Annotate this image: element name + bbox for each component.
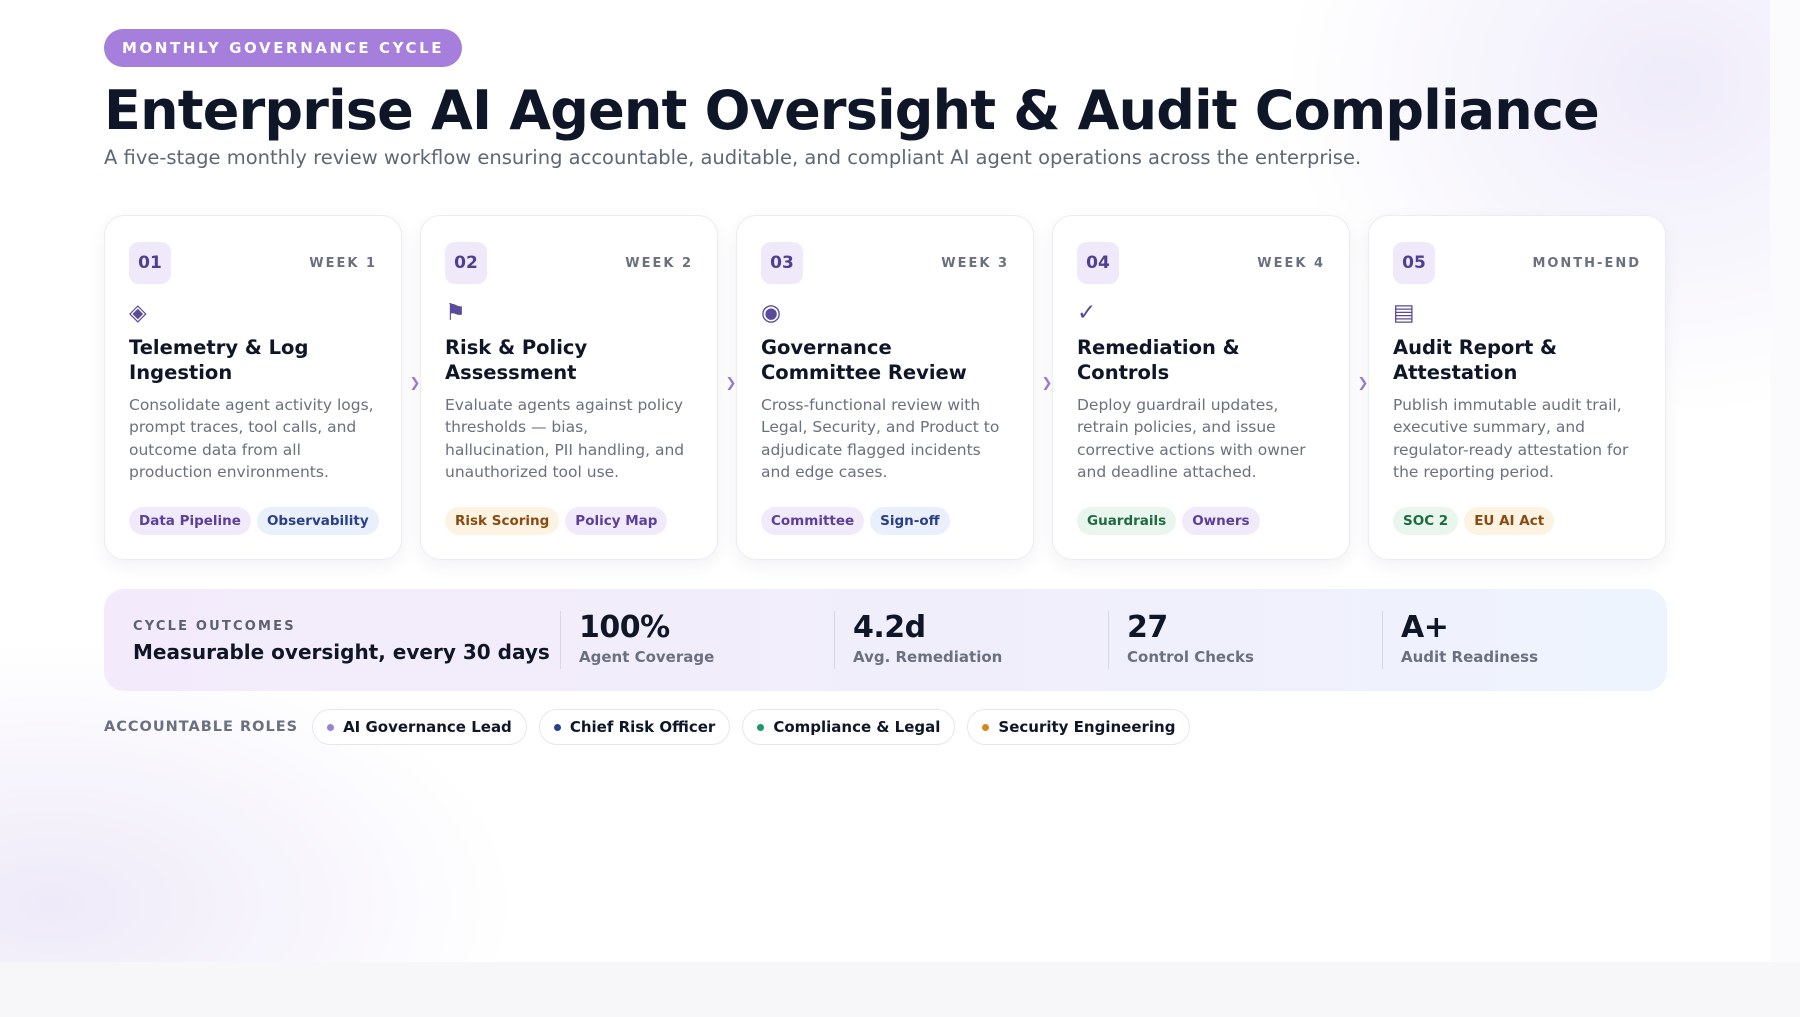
- stage-number: 01: [129, 242, 171, 284]
- diamond-icon: ◈: [129, 300, 147, 326]
- tag: Sign-off: [870, 507, 950, 535]
- stage-description: Consolidate agent activity logs, prompt …: [129, 395, 374, 482]
- stage-number: 02: [445, 242, 487, 284]
- target-icon: ◉: [761, 300, 782, 326]
- metric-value: 100%: [579, 610, 670, 645]
- page: MONTHLY GOVERNANCE CYCLE Enterprise AI A…: [104, 29, 1667, 745]
- stage-card-5: 05 MONTH-END ▤ Audit Report & Attestatio…: [1368, 215, 1666, 560]
- tag: Policy Map: [565, 507, 668, 535]
- role-dot-icon: [327, 723, 335, 731]
- stage-title: Remediation & Controls: [1077, 336, 1240, 384]
- stage-card-2: 02 WEEK 2 ⚑ Risk & Policy Assessment Eva…: [420, 215, 718, 560]
- metric-avg-remediation: 4.2d Avg. Remediation: [834, 610, 1003, 669]
- stage-description: Evaluate agents against policy threshold…: [445, 395, 685, 482]
- tag: Observability: [256, 507, 379, 535]
- stage-card-3: 03 WEEK 3 ◉ Governance Committee Review …: [736, 215, 1034, 560]
- tag: SOC 2: [1393, 507, 1459, 535]
- stage-period: WEEK 2: [625, 255, 693, 271]
- stage-number: 05: [1393, 242, 1435, 284]
- metric-label: Audit Readiness: [1401, 647, 1538, 666]
- role-dot-icon: [757, 723, 765, 731]
- role-dot-icon: [982, 723, 990, 731]
- tag: Guardrails: [1077, 507, 1177, 535]
- cycle-outcomes-panel: CYCLE OUTCOMES Measurable oversight, eve…: [104, 589, 1667, 691]
- flag-icon: ⚑: [445, 300, 466, 326]
- document-icon: ▤: [1393, 300, 1415, 326]
- cycle-badge: MONTHLY GOVERNANCE CYCLE: [104, 29, 463, 67]
- checkmark-icon: ✓: [1077, 300, 1097, 326]
- stage-flow: 01 WEEK 1 ◈ Telemetry & Log Ingestion Co…: [104, 215, 1667, 560]
- page-subtitle: A five-stage monthly review workflow ens…: [104, 146, 1362, 170]
- stage-period: WEEK 4: [1257, 255, 1325, 271]
- role-chip: Compliance & Legal: [742, 709, 956, 745]
- metric-agent-coverage: 100% Agent Coverage: [560, 610, 715, 669]
- stage-number: 03: [761, 242, 803, 284]
- stage-number: 04: [1077, 242, 1119, 284]
- stage-tags: SOC 2 EU AI Act: [1393, 507, 1555, 535]
- metric-control-checks: 27 Control Checks: [1108, 610, 1254, 669]
- outcomes-title: Measurable oversight, every 30 days: [133, 640, 550, 664]
- metric-label: Avg. Remediation: [853, 647, 1003, 666]
- metric-label: Control Checks: [1127, 647, 1254, 666]
- role-name: AI Governance Lead: [343, 718, 512, 736]
- tag: Data Pipeline: [129, 507, 251, 535]
- stage-description: Publish immutable audit trail, executive…: [1393, 395, 1629, 482]
- chevron-right-icon: ❯: [725, 376, 737, 391]
- stage-tags: Committee Sign-off: [761, 507, 950, 535]
- outcomes-eyebrow: CYCLE OUTCOMES: [133, 619, 296, 634]
- stage-tags: Data Pipeline Observability: [129, 507, 379, 535]
- stage-card-1: 01 WEEK 1 ◈ Telemetry & Log Ingestion Co…: [104, 215, 402, 560]
- metric-value: A+: [1401, 610, 1449, 645]
- roles-label: ACCOUNTABLE ROLES: [104, 719, 299, 735]
- metric-label: Agent Coverage: [579, 647, 715, 666]
- tag: Owners: [1182, 507, 1260, 535]
- stage-tags: Guardrails Owners: [1077, 507, 1260, 535]
- stage-title: Telemetry & Log Ingestion: [129, 336, 309, 384]
- tag: Risk Scoring: [445, 507, 560, 535]
- metric-audit-readiness: A+ Audit Readiness: [1382, 610, 1538, 669]
- role-chip: Security Engineering: [967, 709, 1191, 745]
- chevron-right-icon: ❯: [1041, 376, 1053, 391]
- role-dot-icon: [553, 723, 561, 731]
- stage-title: Audit Report & Attestation: [1393, 336, 1558, 384]
- chevron-right-icon: ❯: [1357, 376, 1369, 391]
- stage-tags: Risk Scoring Policy Map: [445, 507, 668, 535]
- role-chip: Chief Risk Officer: [538, 709, 731, 745]
- stage-period: WEEK 3: [941, 255, 1009, 271]
- role-name: Compliance & Legal: [773, 718, 941, 736]
- stage-title: Governance Committee Review: [761, 336, 967, 384]
- background-band: [1770, 0, 1800, 962]
- stage-title: Risk & Policy Assessment: [445, 336, 588, 384]
- stage-period: WEEK 1: [309, 255, 377, 271]
- role-chip: AI Governance Lead: [312, 709, 527, 745]
- tag: Committee: [761, 507, 865, 535]
- role-name: Chief Risk Officer: [569, 718, 716, 736]
- stage-description: Deploy guardrail updates, retrain polici…: [1077, 395, 1306, 482]
- role-name: Security Engineering: [998, 718, 1176, 736]
- metric-value: 4.2d: [853, 610, 926, 645]
- background-glow: [0, 640, 520, 1017]
- stage-card-4: 04 WEEK 4 ✓ Remediation & Controls Deplo…: [1052, 215, 1350, 560]
- chevron-right-icon: ❯: [409, 376, 421, 391]
- accountable-roles: ACCOUNTABLE ROLES AI Governance Lead Chi…: [104, 709, 1202, 745]
- page-title: Enterprise AI Agent Oversight & Audit Co…: [104, 79, 1600, 142]
- metric-value: 27: [1127, 610, 1168, 645]
- tag: EU AI Act: [1464, 507, 1555, 535]
- background-band: [0, 962, 1800, 1017]
- stage-description: Cross-functional review with Legal, Secu…: [761, 395, 1000, 482]
- stage-period: MONTH-END: [1532, 255, 1641, 271]
